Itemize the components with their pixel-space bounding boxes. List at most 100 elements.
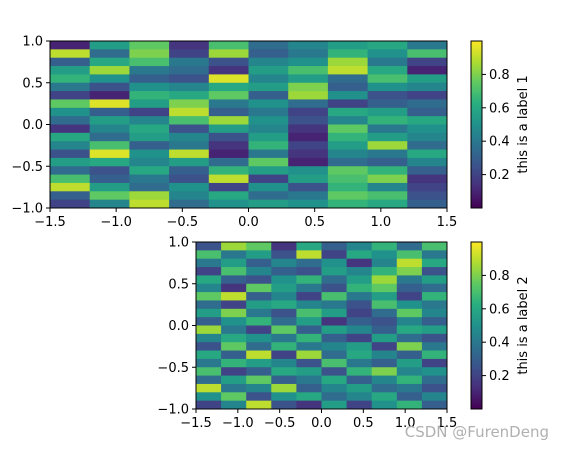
heatmap-cell xyxy=(89,199,130,209)
heatmap-cell xyxy=(129,191,170,201)
heatmap-cell xyxy=(208,49,249,59)
heatmap-cell xyxy=(208,41,249,50)
heatmap-cell xyxy=(50,149,91,159)
heatmap-cell xyxy=(129,91,170,100)
heatmap-cell xyxy=(248,49,289,59)
heatmap-cell xyxy=(367,174,408,184)
heatmap-cell xyxy=(248,149,289,159)
heatmap-cell xyxy=(221,392,247,402)
heatmap-cell xyxy=(89,182,130,192)
heatmap-cell xyxy=(346,300,373,310)
heatmap-cell xyxy=(248,57,289,67)
heatmap-cell xyxy=(321,350,347,360)
heatmap-cell xyxy=(346,333,373,343)
heatmap-cell xyxy=(169,191,210,201)
heatmap-cell xyxy=(327,124,368,134)
heatmap-cell xyxy=(296,267,322,276)
heatmap-cell xyxy=(129,41,170,50)
panel-1: −1.5 −1.0 −0.5 0.0 0.5 1.0 1.5 1.00.50.0−0.5−1… xyxy=(11,35,531,231)
heatmap-cell xyxy=(246,292,272,301)
y-tick-label: −0.5 xyxy=(157,361,189,376)
heatmap-cell xyxy=(296,317,322,326)
heatmap-cell xyxy=(296,242,322,251)
heatmap-cell xyxy=(321,333,347,343)
heatmap-cell xyxy=(321,383,347,393)
heatmap-cell xyxy=(271,267,297,276)
heatmap-cell xyxy=(169,107,210,117)
x-tick-label: 0.0 xyxy=(311,416,332,431)
heatmap-cell xyxy=(246,383,272,393)
heatmap-cell xyxy=(288,199,329,209)
y-tick-label: 0.0 xyxy=(22,118,43,133)
heatmap-cell xyxy=(169,157,210,167)
heatmap-cell xyxy=(327,174,368,184)
heatmap-cell xyxy=(296,283,322,293)
heatmap-cell xyxy=(421,367,448,376)
heatmap-cell xyxy=(221,283,247,293)
heatmap-cell xyxy=(367,82,408,92)
heatmap-cell xyxy=(196,342,222,351)
heatmap-cell xyxy=(50,199,91,209)
x-ticks-2: −1.5 −1.0 −0.5 0.0 0.5 1.0 1.5 xyxy=(180,409,457,431)
heatmap-cell xyxy=(346,400,373,410)
heatmap-cell xyxy=(271,308,297,318)
heatmap-cell xyxy=(327,82,368,92)
heatmap-cell xyxy=(129,124,170,134)
heatmap-cell xyxy=(196,400,222,410)
x-tick-label: 0.5 xyxy=(304,215,325,230)
heatmap-cell xyxy=(367,74,408,84)
heatmap-cell xyxy=(196,358,222,368)
heatmap-cell xyxy=(246,250,272,260)
colorbar-tick-label: 0.2 xyxy=(489,168,510,183)
heatmap-cell xyxy=(371,375,398,385)
heatmap-cell xyxy=(346,267,373,276)
heatmap-cell xyxy=(221,308,247,318)
watermark: CSDN @FurenDeng xyxy=(404,423,549,441)
heatmap-cell xyxy=(129,199,170,209)
y-ticks-2: 1.0 0.5 0.0 −0.5 −1.0 xyxy=(157,236,196,418)
heatmap-cell xyxy=(371,383,398,393)
colorbar-ticks-2: 0.2 0.4 0.6 0.8 xyxy=(482,269,510,384)
heatmap-cell xyxy=(421,267,448,276)
heatmap-cell xyxy=(296,333,322,343)
heatmap-cell xyxy=(246,308,272,318)
heatmap-cell xyxy=(421,325,448,335)
heatmap-cell xyxy=(246,342,272,351)
heatmap-cell xyxy=(271,292,297,301)
heatmap-cell xyxy=(321,392,347,402)
heatmap-cell xyxy=(346,325,373,335)
heatmap-cell xyxy=(321,358,347,368)
heatmap-cell xyxy=(321,242,347,251)
heatmap-cell xyxy=(89,132,130,142)
heatmap-cell xyxy=(208,174,249,184)
heatmap-cell xyxy=(367,49,408,59)
colorbar-tick-label: 0.4 xyxy=(489,336,510,351)
heatmap-cell xyxy=(396,350,423,360)
heatmap-cell xyxy=(288,82,329,92)
heatmap-cell xyxy=(396,325,423,335)
heatmap-cell xyxy=(50,174,91,184)
heatmap-cell xyxy=(371,342,398,351)
heatmap-cell xyxy=(129,116,170,125)
heatmap-cell xyxy=(367,149,408,159)
heatmap-cell xyxy=(346,342,373,351)
heatmap-cell xyxy=(371,392,398,402)
heatmap-cell xyxy=(208,57,249,67)
heatmap-cell xyxy=(421,250,448,260)
heatmap-cell xyxy=(89,124,130,134)
heatmap-cell xyxy=(296,342,322,351)
heatmap-cell xyxy=(346,258,373,268)
colorbar-2 xyxy=(470,241,483,410)
heatmap-cell xyxy=(421,292,448,301)
heatmap-cell xyxy=(327,91,368,100)
heatmap-cell xyxy=(288,166,329,175)
heatmap-cell xyxy=(129,182,170,192)
heatmap-cell xyxy=(271,358,297,368)
heatmap-cell xyxy=(288,74,329,84)
heatmap-cell xyxy=(129,49,170,59)
heatmap-cell xyxy=(288,91,329,100)
heatmap-cell xyxy=(208,74,249,84)
heatmap-cell xyxy=(196,350,222,360)
heatmap-cell xyxy=(407,41,448,50)
heatmap-cell xyxy=(50,57,91,67)
